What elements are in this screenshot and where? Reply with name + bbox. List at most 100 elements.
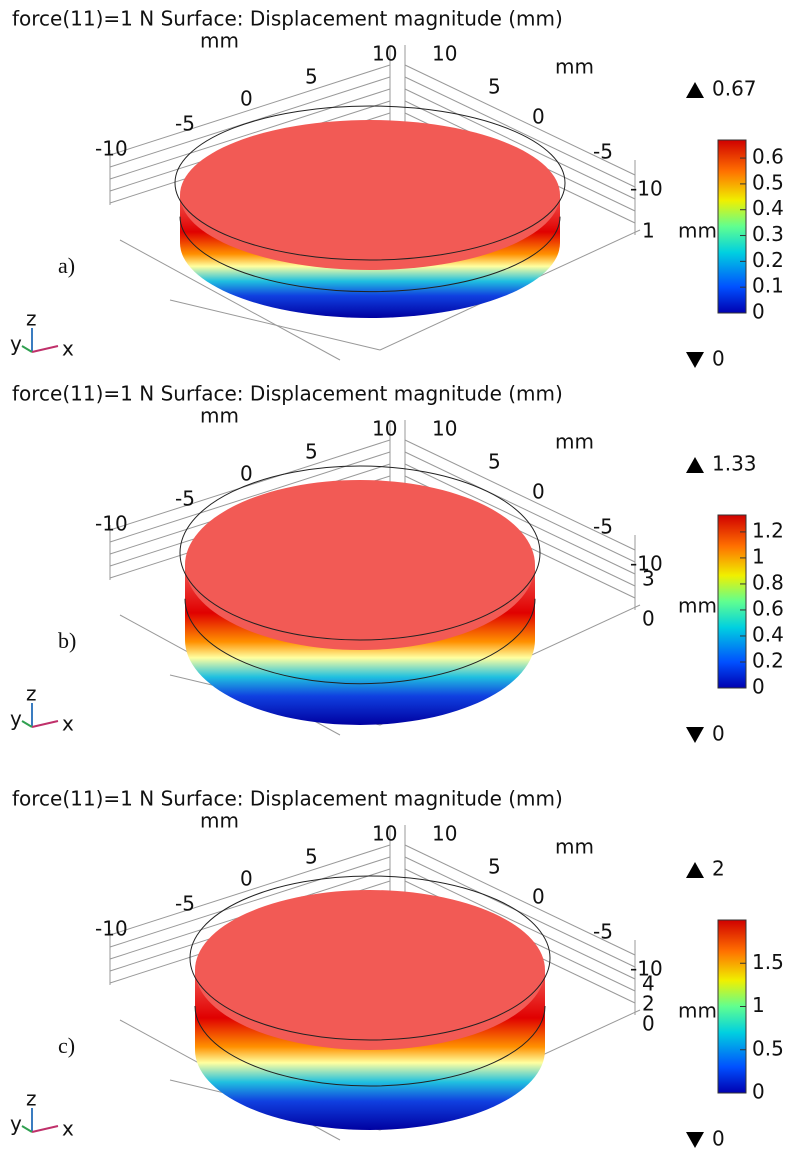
triad-label: x — [62, 712, 74, 736]
colorbar-tick-label: 0.2 — [752, 648, 784, 672]
triad-y — [21, 720, 33, 728]
y-tick-label: -5 — [593, 515, 613, 539]
grid-line — [404, 451, 636, 563]
x-tick-label: -5 — [175, 892, 195, 916]
panel-label: c) — [58, 1033, 75, 1058]
grid-line — [109, 844, 391, 936]
colorbar-max: 0.67 — [712, 77, 757, 101]
y-tick-label: 5 — [488, 450, 501, 474]
triad-label: y — [10, 1112, 22, 1136]
x-tick-label: 5 — [305, 440, 318, 464]
x-tick-label: -5 — [175, 487, 195, 511]
grid-line — [109, 439, 391, 531]
colorbar-tick-label: 0 — [752, 300, 765, 324]
triad-label: y — [10, 707, 22, 731]
y-tick-label: 10 — [432, 42, 457, 66]
grid-line — [119, 239, 341, 361]
triad-label: y — [10, 332, 22, 356]
colorbar-unit: mm — [678, 594, 717, 618]
max-marker — [686, 862, 704, 878]
y-axis-unit: mm — [555, 55, 594, 79]
plot-title: force(11)=1 N Surface: Displacement magn… — [12, 7, 563, 31]
x-tick-label: 0 — [240, 87, 253, 111]
max-marker — [686, 457, 704, 473]
min-marker — [686, 352, 704, 368]
x-axis-unit: mm — [200, 29, 239, 53]
y-axis-unit: mm — [555, 430, 594, 454]
triad-x — [31, 345, 59, 353]
grid-line — [404, 88, 636, 200]
z-tick-label: 1 — [642, 219, 655, 243]
min-marker — [686, 1132, 704, 1148]
z-tick-label: 0 — [642, 607, 655, 631]
colorbar-min: 0 — [712, 722, 725, 746]
x-tick-label: 5 — [305, 845, 318, 869]
triad-label: z — [26, 1087, 37, 1111]
colorbar-tick-label: 0.5 — [752, 1036, 784, 1060]
x-axis-unit: mm — [200, 809, 239, 833]
colorbar-tick-label: 0.4 — [752, 622, 784, 646]
z-tick-label: 2 — [642, 992, 655, 1016]
y-tick-label: 5 — [488, 75, 501, 99]
y-axis-unit: mm — [555, 835, 594, 859]
min-marker — [686, 727, 704, 743]
disc-top — [180, 120, 560, 270]
disc-top — [185, 480, 535, 650]
wire-outline — [179, 465, 541, 641]
x-tick-label: 10 — [372, 822, 397, 846]
colorbar-tick-label: 1 — [752, 544, 765, 568]
y-tick-label: -10 — [630, 552, 663, 576]
triad-x — [31, 1125, 59, 1133]
wire-outline — [194, 1005, 546, 1087]
triad-label: x — [62, 337, 74, 361]
panel: force(11)=1 N Surface: Displacement magn… — [10, 787, 784, 1151]
wire-outline — [184, 598, 536, 685]
x-tick-label: -10 — [95, 917, 128, 941]
colorbar-tick-label: 0 — [752, 675, 765, 699]
x-axis-unit: mm — [200, 404, 239, 428]
colorbar-tick-label: 0.4 — [752, 196, 784, 220]
z-tick-label: 0 — [642, 1012, 655, 1036]
x-tick-label: -10 — [95, 512, 128, 536]
grid-line — [404, 868, 636, 980]
triad-label: z — [26, 682, 37, 706]
panel: force(11)=1 N Surface: Displacement magn… — [10, 7, 784, 371]
triad-y — [21, 345, 33, 353]
triad-label: z — [26, 307, 37, 331]
y-tick-label: -5 — [593, 140, 613, 164]
grid-line — [109, 64, 391, 156]
colorbar-tick-label: 1 — [752, 993, 765, 1017]
colorbar-tick-label: 1.5 — [752, 950, 784, 974]
colorbar-tick-label: 0.3 — [752, 222, 784, 246]
y-tick-label: -5 — [593, 920, 613, 944]
triad-label: x — [62, 1117, 74, 1141]
panel-label: b) — [58, 628, 76, 653]
colorbar — [717, 139, 747, 314]
x-tick-label: 5 — [305, 65, 318, 89]
colorbar-unit: mm — [678, 219, 717, 243]
disc-top — [195, 890, 545, 1050]
colorbar-tick-label: 0.2 — [752, 248, 784, 272]
grid-line — [404, 856, 636, 968]
grid-line — [404, 439, 636, 551]
y-tick-label: 0 — [532, 885, 545, 909]
x-tick-label: 10 — [372, 417, 397, 441]
y-tick-label: 0 — [532, 480, 545, 504]
panel-label: a) — [58, 253, 75, 278]
x-tick-label: -10 — [95, 137, 128, 161]
colorbar-tick-label: 0.6 — [752, 596, 784, 620]
grid-line — [109, 451, 391, 543]
colorbar-max: 2 — [712, 857, 725, 881]
wire-outline — [179, 216, 561, 293]
x-tick-label: -5 — [175, 112, 195, 136]
colorbar-max: 1.33 — [712, 452, 757, 476]
y-tick-label: 10 — [432, 822, 457, 846]
colorbar-min: 0 — [712, 1127, 725, 1151]
plot-title: force(11)=1 N Surface: Displacement magn… — [12, 787, 563, 811]
colorbar-unit: mm — [678, 999, 717, 1023]
wire-outline — [174, 105, 566, 261]
y-tick-label: 5 — [488, 855, 501, 879]
grid-line — [109, 856, 391, 948]
colorbar-tick-label: 0.8 — [752, 570, 784, 594]
